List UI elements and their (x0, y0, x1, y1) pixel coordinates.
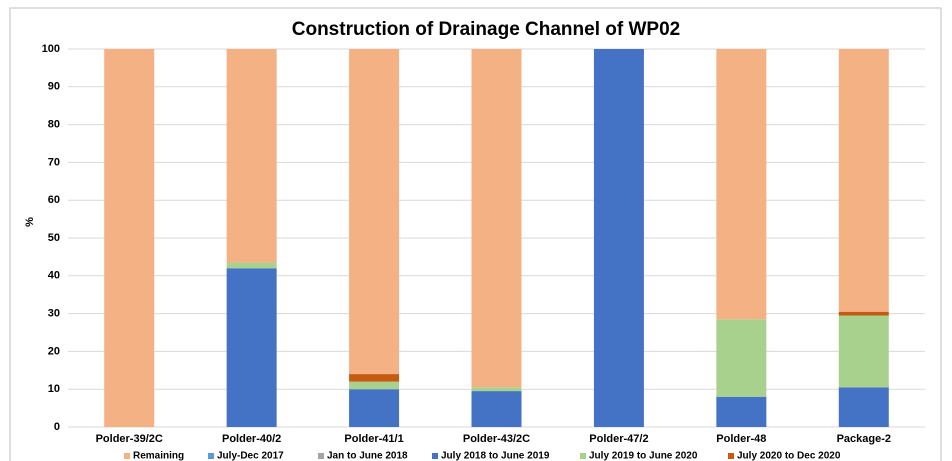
bar-segment (349, 381, 400, 390)
legend-swatch (124, 453, 130, 459)
bar-segment (471, 391, 522, 427)
bar-segment (838, 387, 889, 427)
y-tick-label: 20 (48, 345, 60, 357)
bar-segment (226, 262, 277, 269)
x-tick-label: Package-2 (837, 433, 891, 445)
x-tick-label: Polder-41/1 (344, 433, 403, 445)
legend-label: Remaining (133, 451, 184, 461)
y-tick-label: 70 (48, 156, 60, 168)
legend-label: July-Dec 2017 (217, 451, 284, 461)
y-tick-label: 90 (48, 81, 60, 93)
y-tick-label: 60 (48, 194, 60, 206)
y-tick-label: 0 (54, 421, 60, 433)
x-tick-label: Polder-40/2 (222, 433, 281, 445)
bar-segment (716, 319, 767, 397)
bar-segment (471, 49, 522, 388)
legend-label: July 2018 to June 2019 (441, 451, 550, 461)
bar-segment (593, 49, 644, 427)
chart-title: Construction of Drainage Channel of WP02 (292, 19, 680, 40)
bar-segment (349, 374, 400, 382)
bar-segment (838, 49, 889, 312)
y-tick-label: 100 (42, 43, 60, 55)
y-tick-label: 40 (48, 270, 60, 282)
bar-segment (838, 311, 889, 316)
legend-label: July 2019 to June 2020 (589, 451, 698, 461)
y-tick-label: 10 (48, 383, 60, 395)
y-tick-label: 30 (48, 308, 60, 320)
bar-segment (716, 49, 767, 320)
y-tick-label: 50 (48, 232, 60, 244)
legend-swatch (728, 453, 734, 459)
legend-label: Jan to June 2018 (327, 451, 408, 461)
bar-segment (349, 49, 400, 375)
bar-segment (226, 268, 277, 427)
bar-segment (349, 389, 400, 427)
bar-segment (838, 315, 889, 388)
legend-swatch (208, 453, 214, 459)
bar-segment (471, 387, 522, 392)
x-tick-label: Polder-43/2C (463, 433, 530, 445)
legend-swatch (318, 453, 324, 459)
bar-segment (226, 49, 277, 263)
legend-swatch (432, 453, 438, 459)
bar-segment (104, 49, 155, 427)
x-tick-label: Polder-48 (716, 433, 766, 445)
y-tick-label: 80 (48, 119, 60, 131)
x-tick-label: Polder-47/2 (589, 433, 648, 445)
y-axis-label: % (24, 217, 36, 227)
legend-swatch (580, 453, 586, 459)
legend-label: July 2020 to Dec 2020 (737, 451, 841, 461)
x-tick-label: Polder-39/2C (96, 433, 163, 445)
bar-segment (716, 396, 767, 427)
